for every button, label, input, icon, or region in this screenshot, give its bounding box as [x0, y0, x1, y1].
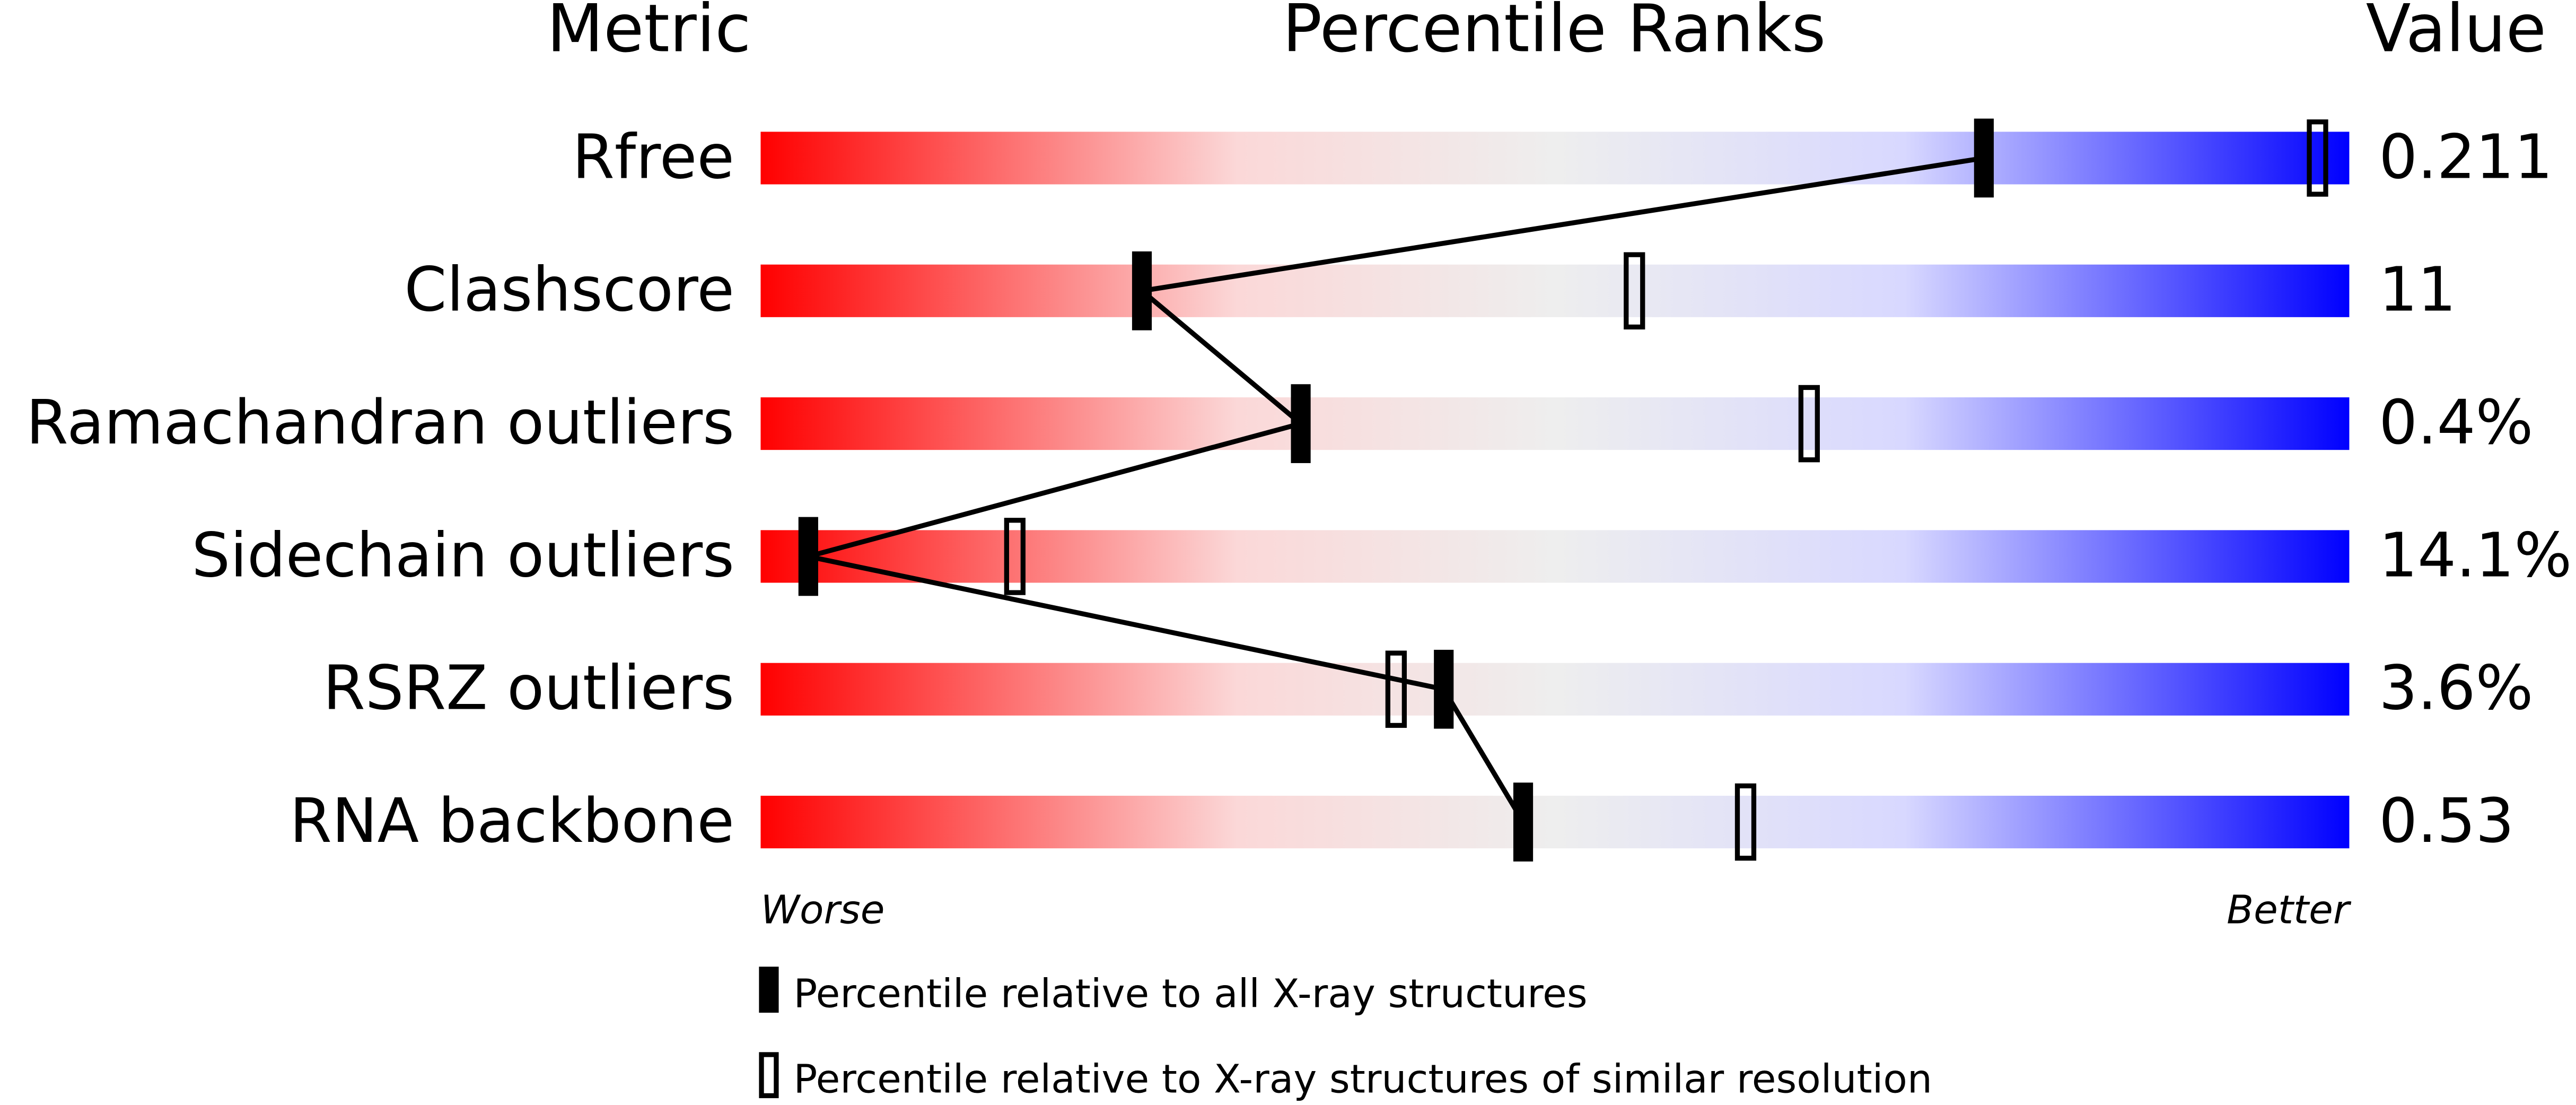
percentile-bar — [760, 796, 2350, 849]
all-marker — [798, 517, 818, 596]
metric-value: 14.1% — [2379, 520, 2572, 591]
percentile-bar — [760, 530, 2350, 583]
all-marker — [1291, 384, 1311, 463]
percentile-bar — [760, 132, 2350, 185]
similar-marker — [1385, 650, 1407, 728]
metric-label: Ramachandran outliers — [26, 388, 734, 458]
all-marker — [1434, 649, 1454, 729]
value-header: Value — [2366, 0, 2546, 67]
all-marker — [1132, 251, 1152, 330]
metric-value: 0.211 — [2379, 122, 2553, 193]
similar-marker — [1734, 783, 1757, 861]
metric-value: 11 — [2379, 255, 2456, 326]
metric-value: 0.4% — [2379, 388, 2533, 458]
similar-marker — [1004, 518, 1026, 595]
all-marker — [1974, 118, 1994, 198]
legend-swatch-similar — [759, 1052, 779, 1099]
percentile-bar — [760, 397, 2350, 450]
similar-marker — [1798, 385, 1820, 463]
connector-line — [808, 155, 1985, 823]
legend-swatch-all — [759, 967, 779, 1013]
similar-marker — [1624, 252, 1645, 330]
metric-label: Clashscore — [404, 255, 734, 326]
metric-label: Rfree — [572, 122, 734, 193]
better-label: Better — [2227, 887, 2352, 933]
worse-label: Worse — [760, 887, 884, 933]
metric-label: RNA backbone — [290, 786, 734, 857]
chart-title: Percentile Ranks — [1282, 0, 1826, 67]
percentile-bar — [760, 264, 2350, 317]
similar-marker — [2307, 119, 2328, 197]
metric-value: 3.6% — [2379, 654, 2533, 724]
all-marker — [1513, 782, 1534, 862]
metric-value: 0.53 — [2379, 786, 2514, 857]
metric-label: Sidechain outliers — [191, 520, 734, 591]
legend-label: Percentile relative to all X-ray structu… — [793, 971, 1587, 1017]
metric-header: Metric — [547, 0, 751, 67]
metric-label: RSRZ outliers — [323, 654, 734, 724]
percentile-bar — [760, 663, 2350, 716]
legend-label: Percentile relative to X-ray structures … — [793, 1056, 1932, 1102]
